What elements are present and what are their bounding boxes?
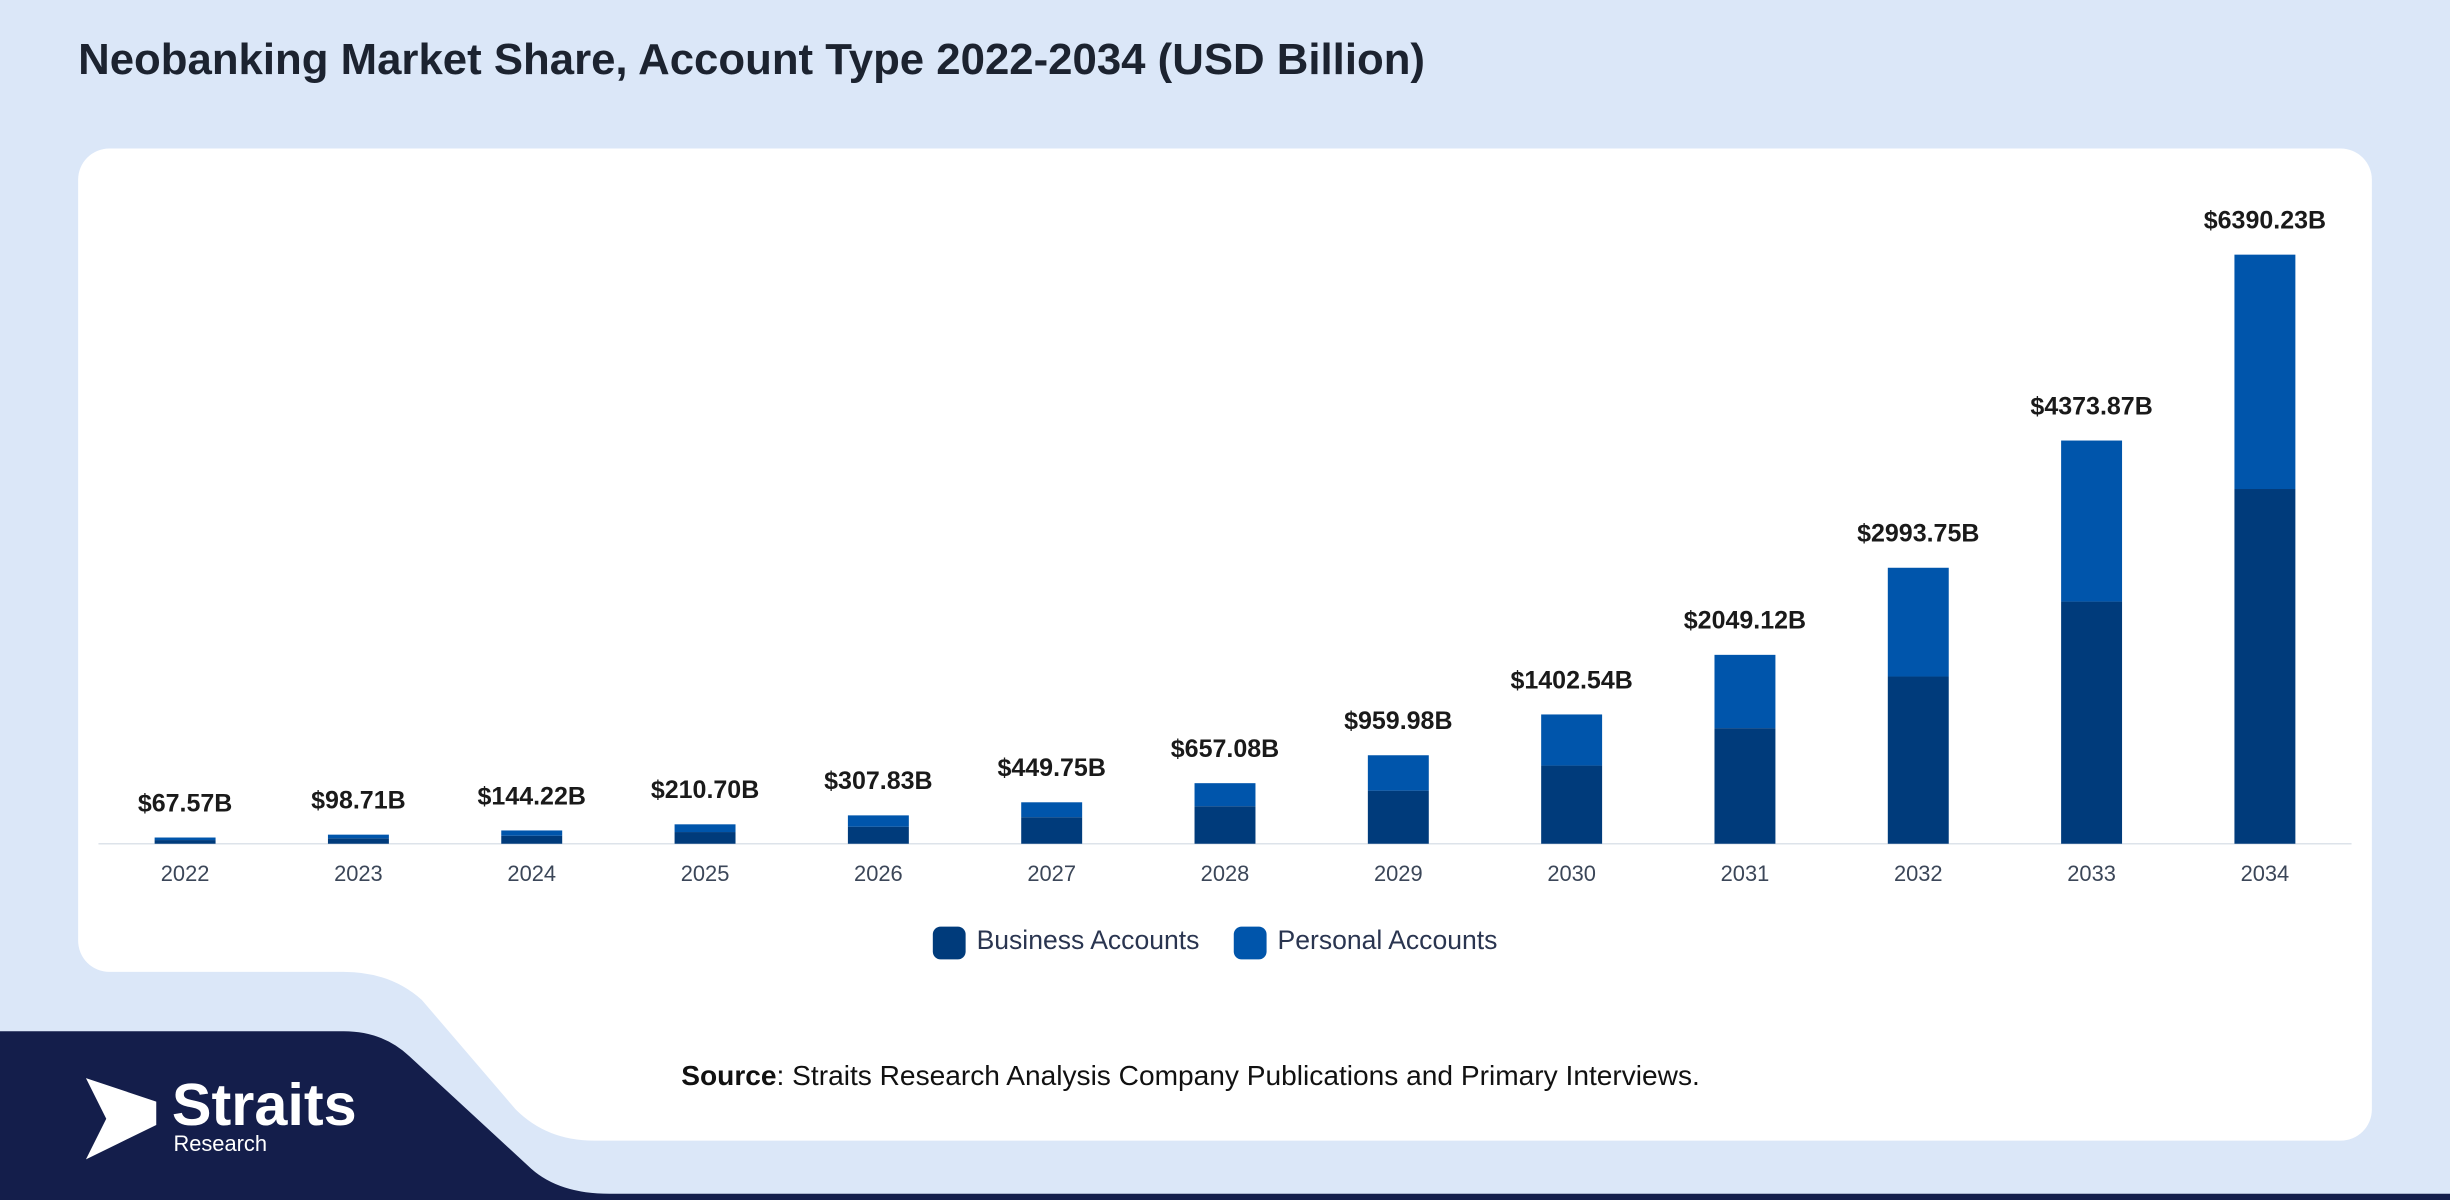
- chart-title: Neobanking Market Share, Account Type 20…: [78, 35, 1425, 84]
- bar-segment: [847, 815, 909, 827]
- bar-segment: [1367, 790, 1429, 844]
- x-tick-label: 2025: [681, 861, 730, 886]
- bar-segment: [154, 837, 216, 841]
- x-tick-label: 2034: [2241, 861, 2290, 886]
- total-label: $1402.54B: [1510, 666, 1632, 694]
- logo-mark: [85, 1078, 157, 1160]
- total-label: $67.57B: [138, 789, 233, 817]
- total-label: $210.70B: [651, 776, 759, 804]
- x-tick-label: 2030: [1547, 861, 1596, 886]
- total-label: $657.08B: [1171, 735, 1279, 763]
- bar-segment: [2234, 489, 2296, 844]
- bar-segment: [1021, 817, 1083, 844]
- x-tick-label: 2033: [2067, 861, 2116, 886]
- total-label: $2993.75B: [1857, 520, 1979, 548]
- logo-name: Straits: [172, 1071, 357, 1138]
- total-label: $4373.87B: [2030, 392, 2152, 420]
- bar-segment: [154, 840, 216, 844]
- bar-segment: [1367, 755, 1429, 791]
- total-label: $959.98B: [1344, 707, 1452, 735]
- total-label: $6390.23B: [2204, 206, 2326, 234]
- bar-segment: [1714, 654, 1776, 729]
- bar-segment: [1021, 802, 1083, 818]
- bar-segment: [501, 830, 563, 836]
- legend-swatch: [1233, 926, 1267, 960]
- bar-segment: [2061, 440, 2123, 602]
- bar-segment: [327, 834, 389, 839]
- x-tick-label: 2027: [1027, 861, 1076, 886]
- bar-segment: [1194, 783, 1256, 807]
- total-label: $144.22B: [478, 782, 586, 810]
- card: [78, 148, 2372, 1141]
- bar-segment: [1714, 728, 1776, 844]
- source: Source: Straits Research Analysis Compan…: [681, 1061, 1700, 1092]
- bar-segment: [1194, 806, 1256, 844]
- x-tick-label: 2024: [507, 861, 556, 886]
- x-tick-label: 2023: [334, 861, 383, 886]
- x-tick-label: 2026: [854, 861, 903, 886]
- legend-label: Personal Accounts: [1278, 925, 1498, 955]
- bar-segment: [1541, 765, 1603, 844]
- bar-segment: [327, 838, 389, 844]
- total-label: $2049.12B: [1684, 607, 1806, 635]
- bar-segment: [1541, 714, 1603, 766]
- bar-segment: [674, 824, 736, 833]
- bar-segment: [501, 835, 563, 844]
- total-label: $449.75B: [997, 754, 1105, 782]
- source-label: Source: [681, 1061, 776, 1092]
- legend-label: Business Accounts: [977, 925, 1200, 955]
- bar-segment: [847, 826, 909, 844]
- bar-segment: [2061, 601, 2123, 844]
- x-tick-label: 2028: [1201, 861, 1250, 886]
- x-tick-label: 2032: [1894, 861, 1943, 886]
- bar-segment: [1887, 567, 1949, 677]
- footer-band: [0, 1031, 2450, 1200]
- total-label: $307.83B: [824, 767, 932, 795]
- bar-segment: [2234, 254, 2296, 490]
- bar-segment: [1887, 676, 1949, 844]
- x-tick-label: 2029: [1374, 861, 1423, 886]
- x-tick-label: 2022: [161, 861, 210, 886]
- total-label: $98.71B: [311, 786, 406, 814]
- bar-segment: [674, 832, 736, 844]
- legend-swatch: [932, 926, 966, 960]
- source-text: : Straits Research Analysis Company Publ…: [777, 1061, 1700, 1092]
- x-tick-label: 2031: [1721, 861, 1770, 886]
- logo-sub: Research: [173, 1131, 267, 1156]
